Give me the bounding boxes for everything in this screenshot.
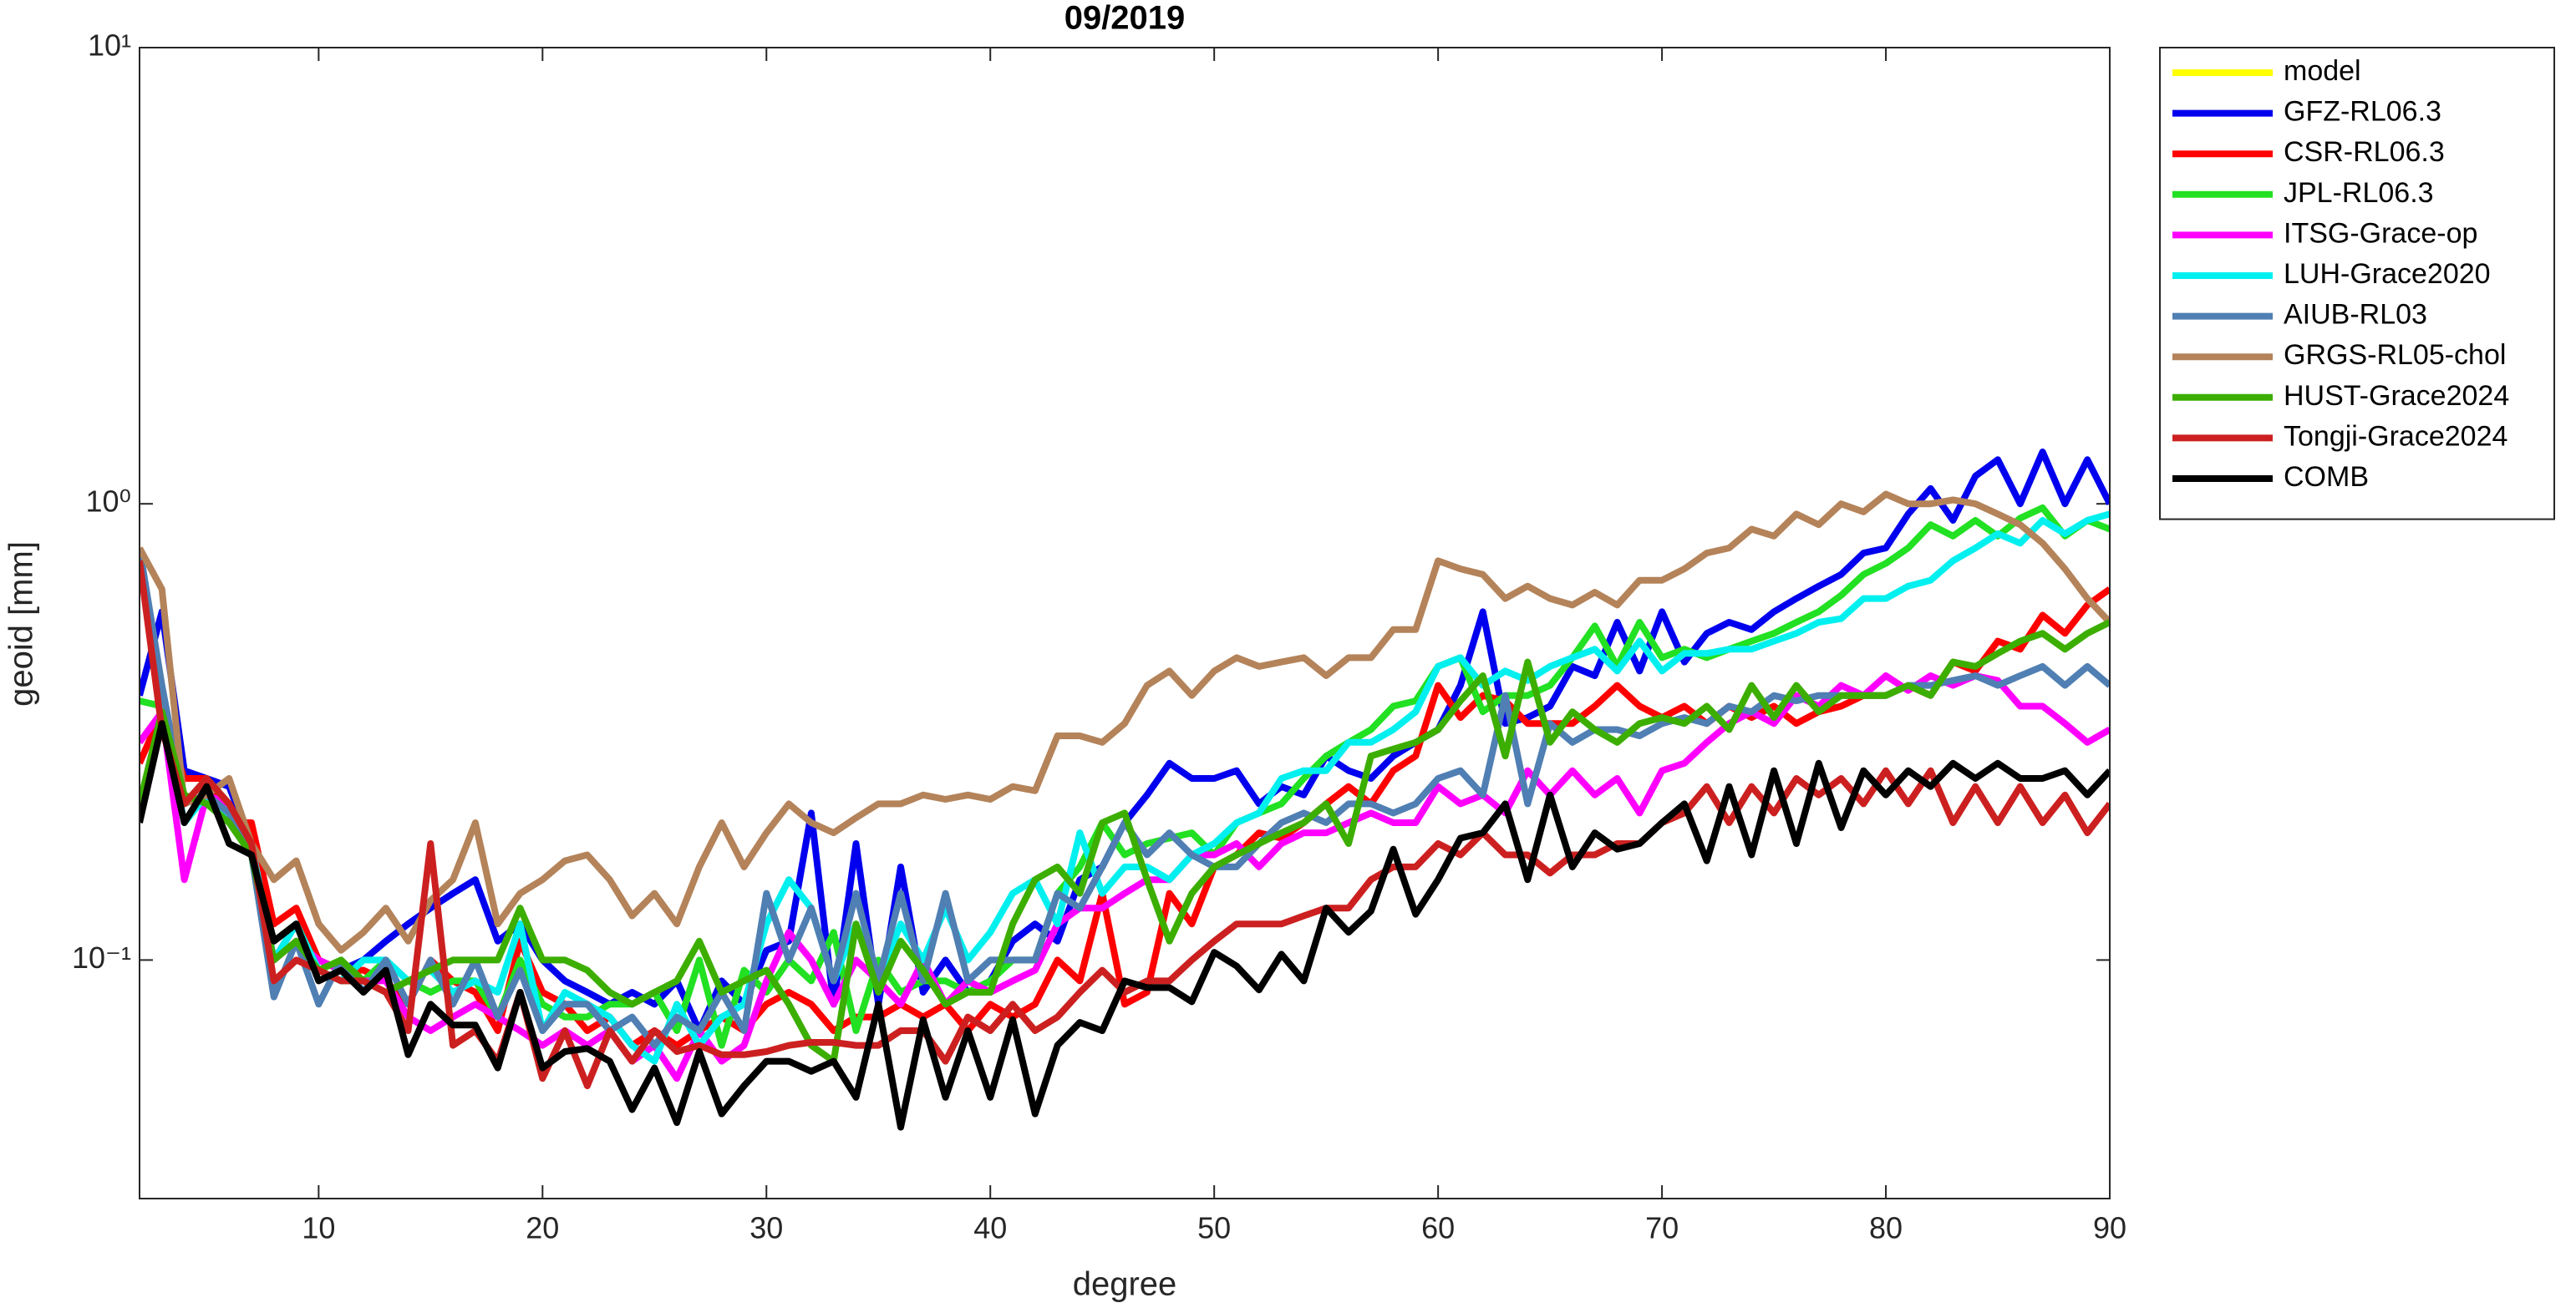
series-line — [140, 619, 2110, 1065]
series-line — [140, 490, 2110, 954]
x-tick-label: 30 — [749, 1211, 783, 1245]
legend-label: AIUB-RL03 — [2284, 299, 2427, 331]
legend-label: GRGS-RL05-chol — [2284, 339, 2506, 371]
axes-box — [139, 47, 2111, 1199]
legend-label: HUST-Grace2024 — [2284, 380, 2509, 412]
x-tick-label: 80 — [1869, 1211, 1903, 1245]
legend-label: COMB — [2284, 461, 2369, 493]
x-tick-label: 10 — [302, 1211, 335, 1245]
legend-label: Tongji-Grace2024 — [2284, 420, 2507, 452]
x-tick-label: 50 — [1197, 1211, 1231, 1245]
x-tick-label: 70 — [1645, 1211, 1679, 1245]
series-line — [140, 720, 2110, 1131]
y-axis-label: geoid [mm] — [3, 541, 40, 707]
x-tick-label: 20 — [526, 1211, 559, 1245]
series-line — [140, 510, 2110, 1065]
x-axis-label: degree — [1073, 1266, 1177, 1303]
y-tick-label: 10⁰ — [86, 484, 131, 519]
x-tick-label: 90 — [2093, 1211, 2126, 1245]
series-line — [140, 672, 2110, 1082]
legend-label: model — [2284, 55, 2361, 87]
legend-label: GFZ-RL06.3 — [2284, 96, 2441, 128]
x-tick-label: 60 — [1421, 1211, 1455, 1245]
legend-label: ITSG-Grace-op — [2284, 217, 2477, 249]
legend-label: LUH-Grace2020 — [2284, 258, 2491, 290]
legend-label: CSR-RL06.3 — [2284, 136, 2445, 168]
y-tick-label: 10⁻¹ — [72, 940, 131, 975]
x-tick-label: 40 — [973, 1211, 1007, 1245]
y-tick-label: 10¹ — [88, 28, 131, 63]
legend-label: JPL-RL06.3 — [2284, 177, 2434, 209]
chart-title: 09/2019 — [1064, 0, 1186, 37]
